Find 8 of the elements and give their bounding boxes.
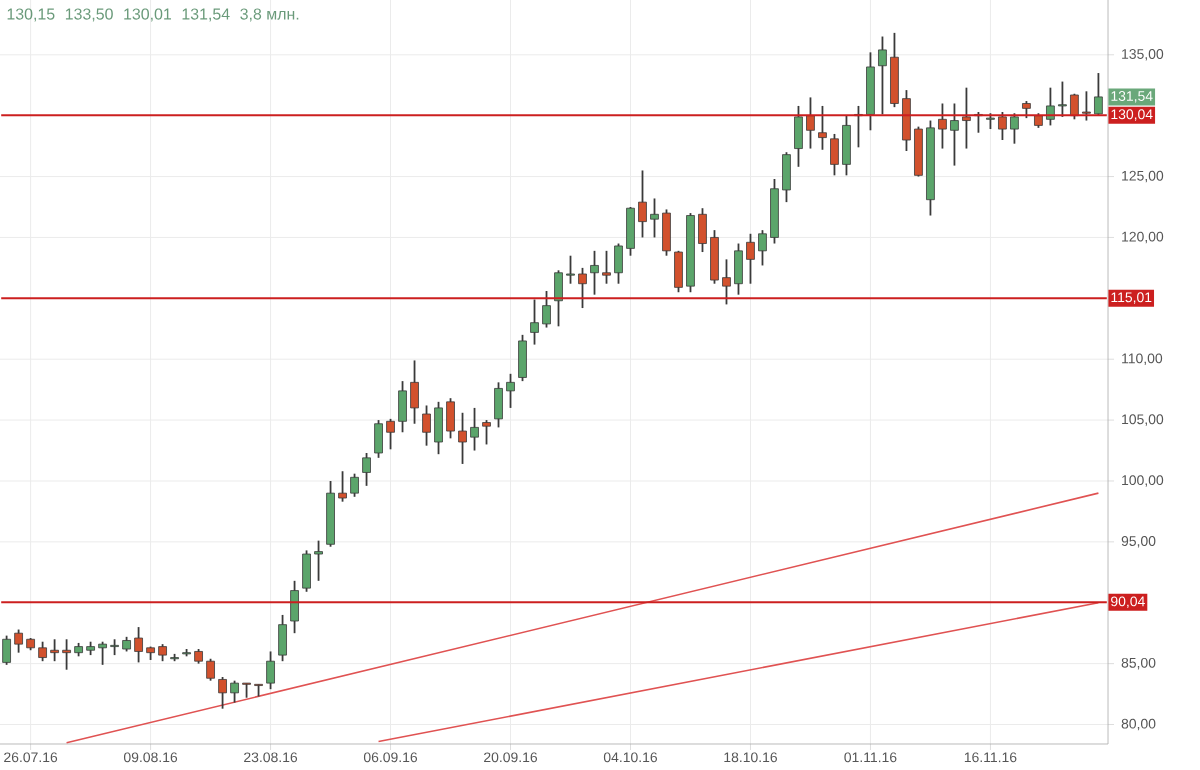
candlestick [482, 419, 491, 446]
candlestick [278, 614, 287, 663]
candlestick [518, 333, 527, 383]
candlestick [290, 579, 299, 635]
candlestick [866, 51, 875, 132]
candlestick [362, 452, 371, 487]
candlestick [818, 105, 827, 151]
candlestick [266, 650, 275, 691]
